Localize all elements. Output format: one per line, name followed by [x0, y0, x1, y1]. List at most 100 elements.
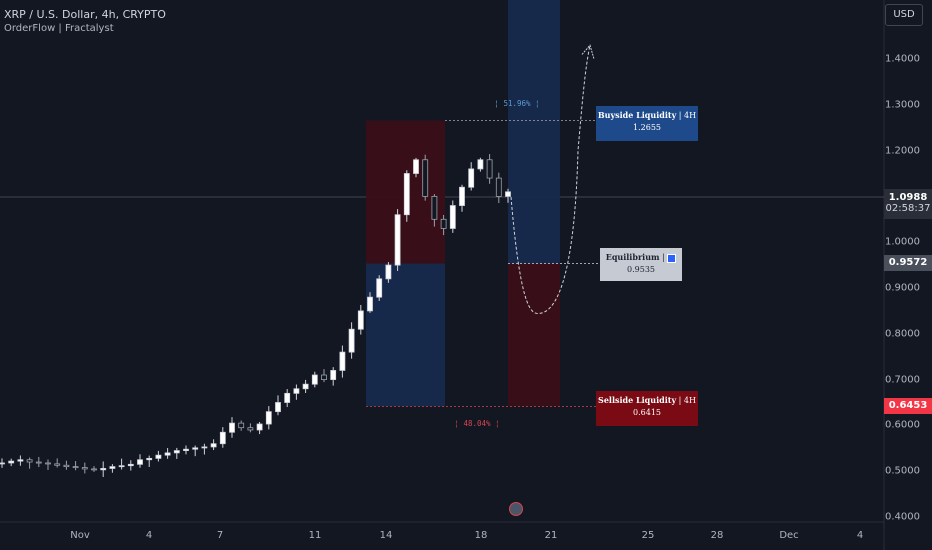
- candle-body: [357, 310, 364, 330]
- time-tick-label: 4: [145, 530, 153, 541]
- candle-body: [17, 459, 24, 462]
- candle-body: [256, 423, 263, 431]
- candle-body: [302, 383, 309, 390]
- event-marker-icon[interactable]: [509, 502, 523, 516]
- candle-body: [403, 173, 410, 216]
- price-tick-label: 1.3000: [885, 99, 920, 111]
- time-tick-label: Dec: [779, 530, 799, 541]
- price-tick-label: 0.5000: [885, 465, 920, 477]
- candle-body: [265, 411, 272, 425]
- price-tick-label: 0.4000: [885, 511, 920, 523]
- equilibrium-axis-tag: 0.9572: [884, 255, 932, 271]
- sellside-axis-value: 0.6453: [888, 400, 928, 411]
- price-tick-label: 1.4000: [885, 53, 920, 65]
- candle-body: [81, 467, 88, 470]
- candle-body: [321, 374, 327, 380]
- time-tick-label: 14: [379, 530, 393, 541]
- price-tick-label: 0.6000: [885, 419, 920, 431]
- candle-body: [413, 159, 419, 174]
- candle-body: [54, 463, 61, 466]
- candle-body: [477, 159, 484, 170]
- candle-body: [431, 195, 438, 220]
- time-tick-label: 18: [474, 530, 488, 541]
- candle-body: [127, 463, 134, 467]
- candle-body: [376, 278, 383, 298]
- candle-body: [35, 461, 42, 464]
- candle-body: [201, 446, 208, 449]
- candle-body: [238, 422, 245, 429]
- candle-body: [192, 447, 199, 450]
- candle-body: [339, 351, 346, 371]
- candle-body: [385, 264, 392, 280]
- buyside-liquidity-label[interactable]: Buyside Liquidity | 4H 1.2655: [596, 106, 698, 141]
- equilibrium-axis-value: 0.9572: [888, 257, 928, 268]
- time-tick-label: 28: [710, 530, 724, 541]
- candle-body: [72, 466, 79, 469]
- candle-body: [229, 422, 235, 433]
- candle-body: [173, 450, 180, 454]
- candle-body: [100, 468, 107, 471]
- equilibrium-text: Equilibrium: [605, 252, 660, 262]
- time-tick-label: 11: [308, 530, 322, 541]
- candle-body: [505, 191, 511, 197]
- sellside-liquidity-label[interactable]: Sellside Liquidity | 4H 0.6415: [596, 391, 698, 426]
- candle-body: [109, 466, 116, 469]
- buyside-value: 1.2655: [633, 123, 661, 132]
- price-tick-label: 0.8000: [885, 328, 920, 340]
- equilibrium-icon: [667, 253, 677, 263]
- lower-percentage: ¦ 48.04% ¦: [454, 419, 500, 428]
- candle-body: [146, 457, 153, 461]
- candle-body: [275, 402, 281, 413]
- candle-body: [63, 464, 70, 468]
- time-tick-label: 7: [216, 530, 224, 541]
- buyside-label: Buyside Liquidity: [597, 110, 677, 120]
- price-tick-label: 0.7000: [885, 374, 920, 386]
- sellside-timeframe: 4H: [683, 396, 696, 405]
- price-tick-label: 1.2000: [885, 145, 920, 157]
- upper-percentage: ¦ 51.96% ¦: [494, 99, 540, 108]
- candle-body: [348, 328, 355, 353]
- sellside-axis-tag: 0.6453: [884, 398, 932, 414]
- candle-body: [293, 388, 300, 394]
- lower-pct-value: 48.04%: [463, 419, 491, 428]
- projection-arrowhead: [581, 44, 595, 60]
- candle-body: [330, 370, 337, 381]
- buyside-zone-right: [508, 0, 560, 264]
- current-price: 1.0988: [888, 192, 928, 203]
- candle-body: [8, 460, 15, 464]
- price-tick-label: 1.0000: [885, 236, 920, 248]
- candle-body: [449, 205, 456, 229]
- candle-body: [284, 392, 291, 403]
- time-tick-label: 4: [856, 530, 864, 541]
- candle-body: [183, 448, 189, 451]
- candle-body: [311, 374, 318, 385]
- indicator-name: OrderFlow | Fractalyst: [4, 23, 114, 34]
- bar-countdown: 02:58:37: [885, 203, 931, 214]
- currency-button[interactable]: USD: [885, 4, 923, 26]
- price-tick-label: 0.9000: [885, 282, 920, 294]
- candle-body: [26, 459, 33, 463]
- time-tick-label: 25: [641, 530, 655, 541]
- candle-body: [440, 218, 447, 229]
- candle-body: [164, 452, 171, 456]
- buyside-timeframe: 4H: [684, 111, 697, 120]
- candle-body: [495, 177, 502, 197]
- candle-body: [137, 459, 143, 465]
- candle-body: [0, 462, 5, 465]
- equilibrium-value: 0.9535: [627, 265, 655, 274]
- equilibrium-label[interactable]: Equilibrium | 0.9535: [600, 248, 682, 281]
- candle-body: [486, 159, 493, 179]
- candle-body: [219, 431, 226, 445]
- sellside-value: 0.6415: [633, 408, 661, 417]
- candle-body: [394, 214, 401, 266]
- candle-body: [367, 296, 373, 312]
- candle-body: [247, 427, 254, 431]
- candle-body: [422, 159, 429, 197]
- candle-body: [459, 186, 465, 206]
- candle-body: [91, 468, 97, 471]
- price-axis-panel: [884, 0, 932, 550]
- time-tick-label: 21: [544, 530, 558, 541]
- candle-body: [210, 443, 217, 448]
- upper-pct-value: 51.96%: [503, 99, 531, 108]
